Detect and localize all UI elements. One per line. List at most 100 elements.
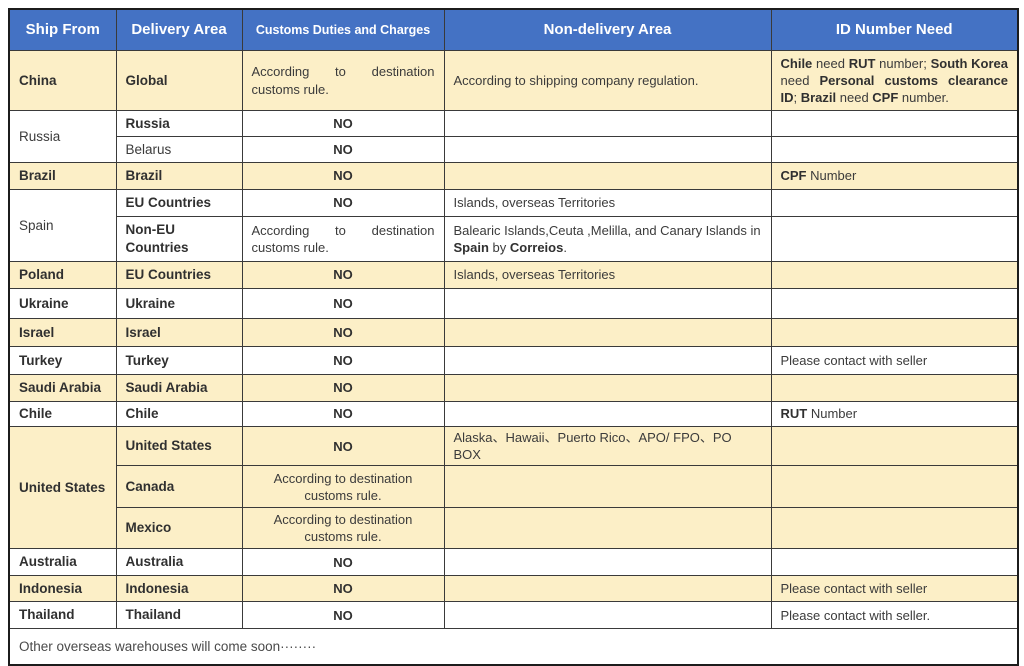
text-bold: Ukraine [19,295,69,311]
text: by [488,240,510,255]
cell-non-delivery [443,548,772,577]
table-row: Thailand Thailand NO Please contact with se… [8,601,1019,630]
shipping-info-table: Ship From Delivery Area Customs Duties and… [8,8,1019,666]
text-bold: Poland [19,267,65,283]
cell-non-delivery [443,346,772,375]
text-bold: NO [333,115,353,131]
text-bold: Turkey [125,352,169,368]
text-bold: NO [333,168,353,184]
text-bold: RUT [848,55,876,71]
table-row: Russia Russia NO [8,110,1019,163]
cell-ship-from: Turkey [8,346,117,375]
cell-customs: NO [241,374,445,402]
cell-customs: NO [241,288,445,319]
cell-delivery-area: Global [115,50,243,111]
text-bold: NO [333,380,353,396]
cell-id-number [770,110,1019,137]
text-bold: Brazil [19,168,56,184]
text-bold: NO [333,554,353,570]
text: need [812,55,849,71]
text-bold: Non-EU Countries [125,222,189,255]
table-row: China Global According to destination cust… [8,50,1019,111]
text: Islands, overseas Territories [453,195,616,211]
cell-delivery-area: Canada [115,465,243,509]
text-bold: Israel [125,324,161,340]
table-row: Ukraine Ukraine NO [8,288,1019,319]
shipping-info-table-wrap: Ship From Delivery Area Customs Duties and… [8,8,1019,666]
text-bold: Personal customs clearance ID [780,72,1009,106]
cell-customs: NO [241,401,445,427]
cell-id-number [770,288,1019,319]
text: According to destination customs rule. [273,470,413,503]
cell-id-number [770,318,1019,347]
text: need [780,72,820,88]
table-row: Poland EU Countries NO Islands, overseas Te… [8,261,1019,289]
table-row: Indonesia Indonesia NO Please contact with … [8,575,1019,603]
text-bold: NO [333,352,353,368]
cell-delivery-area: United States [115,425,243,467]
text-bold: NO [333,267,353,283]
text-bold: Ukraine [125,295,176,311]
text: Number [806,168,857,184]
table-footer-row: Other overseas warehouses will come soon… [8,628,1019,666]
table-row: Turkey Turkey NO Please contact with seller [8,346,1019,375]
cell-customs: NO [241,136,445,163]
text-bold: NO [333,141,353,157]
cell-non-delivery: Alaska、Hawaii、Puerto Rico、APO/ FPO、PO BO… [443,425,772,467]
text-bold: South Korea [930,55,1008,71]
text-bold: Brazil [800,90,837,106]
cell-non-delivery [443,507,772,550]
text-bold: Australia [19,554,77,570]
cell-non-delivery [443,288,772,319]
cell-id-number [770,507,1019,550]
table-header: Ship From Delivery Area Customs Duties and… [8,8,1019,51]
cell-id-number [770,136,1019,163]
table-row: Spain EU Countries NO Islands, overseas Ter… [8,189,1019,262]
text-bold: RUT [780,406,808,422]
text: number; [875,55,931,71]
table-row: Chile Chile NO RUT Number [8,401,1019,427]
cell-delivery-area: Indonesia [115,575,243,603]
text-bold: Spain [453,240,489,255]
text-bold: Indonesia [125,580,189,596]
table-row: Non-EU Countries According to destination… [9,216,1019,262]
text: Please contact with seller [780,352,928,368]
cell-ship-from: Australia [8,548,117,577]
text-bold: Israel [19,324,55,340]
cell-id-number [770,216,1019,262]
cell-delivery-area: Thailand [115,601,243,630]
cell-non-delivery: Balearic Islands,Ceuta ,Melilla, and Can… [443,216,772,262]
cell-non-delivery [443,136,772,163]
text-bold: NO [333,195,353,211]
cell-delivery-area: Ukraine [115,288,243,319]
text: According to destination customs rule. [251,64,435,97]
cell-delivery-area: Russia [115,110,243,137]
text-bold: United States [125,438,212,454]
cell-delivery-area: EU Countries [115,261,243,289]
text-bold: Thailand [19,607,75,623]
cell-non-delivery: Islands, overseas Territories [443,261,772,289]
text: Please contact with seller [780,581,928,597]
cell-ship-from: Indonesia [8,575,117,603]
text-bold: NO [333,438,353,454]
text-bold: Brazil [125,168,163,184]
table-row: Brazil Brazil NO CPF Number [8,162,1019,190]
cell-delivery-area: Belarus [115,136,243,163]
cell-delivery-area: Israel [115,318,243,347]
text: number. [898,90,949,106]
cell-ship-from: Spain [8,189,117,262]
text: Alaska、Hawaii、Puerto Rico、APO/ FPO、PO BO… [453,430,732,463]
cell-ship-from: Saudi Arabia [8,374,117,402]
cell-delivery-area: Australia [115,548,243,577]
table-row: Canada According to destination customs r… [9,465,1019,509]
text: need [836,90,873,106]
cell-customs: NO [241,548,445,577]
cell-customs: According to destination customs rule. [241,216,445,262]
cell-non-delivery [443,465,772,509]
cell-delivery-area: Brazil [115,162,243,190]
cell-id-number [770,189,1019,217]
table-row: United States United States NO Alaska、Hawai… [8,425,1019,550]
cell-customs: According to destination customs rule. [241,50,445,111]
text: Russia [19,128,61,144]
text: ; [793,90,801,106]
